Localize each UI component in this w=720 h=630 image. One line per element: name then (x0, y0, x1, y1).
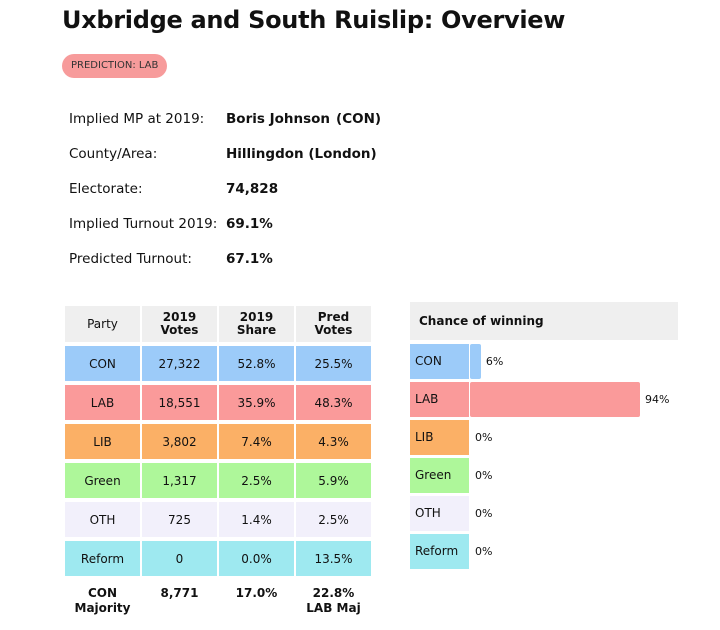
party-cell: LIB (65, 424, 140, 459)
county-value: Hillingdon (London) (226, 146, 377, 162)
turnout-2019-value: 69.1% (226, 216, 273, 232)
share-2019-cell: 2.5% (219, 463, 294, 498)
share-2019-cell: 7.4% (219, 424, 294, 459)
county-label: County/Area: (69, 146, 158, 162)
table-row: LAB 18,551 35.9% 48.3% (65, 385, 371, 420)
chance-row: Reform 0% (410, 534, 678, 569)
chance-percent: 0% (475, 469, 493, 482)
party-cell: CON (65, 346, 140, 381)
table-row: Green 1,317 2.5% 5.9% (65, 463, 371, 498)
share-2019-cell: 35.9% (219, 385, 294, 420)
votes-2019-cell: 725 (142, 502, 217, 537)
chance-percent: 0% (475, 431, 493, 444)
votes-2019-cell: 18,551 (142, 385, 217, 420)
header-pred-votes: Pred Votes (296, 306, 371, 342)
chance-party-label: LAB (410, 382, 469, 417)
majority-pred: 22.8% LAB Maj (306, 586, 361, 615)
table-row: OTH 725 1.4% 2.5% (65, 502, 371, 537)
turnout-2019-label: Implied Turnout 2019: (69, 216, 218, 232)
chance-row: Green 0% (410, 458, 678, 493)
chance-row: LAB 94% (410, 382, 678, 417)
majority-party: CON Majority (74, 586, 131, 615)
votes-2019-cell: 0 (142, 541, 217, 576)
chance-party-label: Green (410, 458, 469, 493)
results-header-row: Party 2019 Votes 2019 Share Pred Votes (65, 306, 371, 342)
chance-row: LIB 0% (410, 420, 678, 455)
pred-votes-cell: 4.3% (296, 424, 371, 459)
chance-party-label: OTH (410, 496, 469, 531)
table-row: Reform 0 0.0% 13.5% (65, 541, 371, 576)
electorate-value: 74,828 (226, 181, 279, 197)
chance-percent: 0% (475, 507, 493, 520)
mp-name: Boris Johnson (226, 111, 331, 127)
chance-percent: 0% (475, 545, 493, 558)
majority-votes: 8,771 (160, 586, 199, 600)
header-party: Party (65, 306, 140, 342)
chance-row: CON 6% (410, 344, 678, 379)
share-2019-cell: 52.8% (219, 346, 294, 381)
votes-2019-cell: 27,322 (142, 346, 217, 381)
majority-row: CON Majority 8,771 17.0% 22.8% LAB Maj (65, 580, 371, 626)
party-cell: LAB (65, 385, 140, 420)
party-cell: OTH (65, 502, 140, 537)
mp-value: Boris Johnson (CON) (226, 108, 381, 130)
chance-percent: 6% (485, 355, 504, 368)
mp-party: (CON) (336, 111, 382, 127)
majority-share: 17.0% (235, 586, 278, 600)
chance-row: OTH 0% (410, 496, 678, 531)
pred-votes-cell: 25.5% (296, 346, 371, 381)
chance-percent: 94% (645, 393, 670, 406)
pred-votes-cell: 2.5% (296, 502, 371, 537)
chance-party-label: CON (410, 344, 469, 379)
party-cell: Green (65, 463, 140, 498)
prediction-badge: PREDICTION: LAB (62, 54, 168, 78)
votes-2019-cell: 3,802 (142, 424, 217, 459)
chance-heading: Chance of winning (410, 302, 678, 340)
mp-label: Implied MP at 2019: (69, 111, 205, 127)
chance-party-label: LIB (410, 420, 469, 455)
votes-2019-cell: 1,317 (142, 463, 217, 498)
predicted-turnout-value: 67.1% (226, 251, 273, 267)
header-2019-votes: 2019 Votes (142, 306, 217, 342)
chance-bar (470, 382, 640, 417)
chance-bar (470, 344, 481, 379)
party-cell: Reform (65, 541, 140, 576)
page-title: Uxbridge and South Ruislip: Overview (62, 6, 566, 34)
pred-votes-cell: 5.9% (296, 463, 371, 498)
electorate-label: Electorate: (69, 181, 143, 197)
pred-votes-cell: 48.3% (296, 385, 371, 420)
share-2019-cell: 1.4% (219, 502, 294, 537)
chance-of-winning-panel: Chance of winning CON 6% LAB 94% LIB 0% Green 0… (410, 302, 678, 572)
chance-party-label: Reform (410, 534, 469, 569)
results-table: Party 2019 Votes 2019 Share Pred Votes CON 2… (63, 302, 373, 630)
predicted-turnout-label: Predicted Turnout: (69, 251, 192, 267)
table-row: CON 27,322 52.8% 25.5% (65, 346, 371, 381)
share-2019-cell: 0.0% (219, 541, 294, 576)
table-row: LIB 3,802 7.4% 4.3% (65, 424, 371, 459)
pred-votes-cell: 13.5% (296, 541, 371, 576)
header-2019-share: 2019 Share (219, 306, 294, 342)
chance-rows: CON 6% LAB 94% LIB 0% Green 0% OTH 0% Reform 0% (410, 344, 678, 569)
